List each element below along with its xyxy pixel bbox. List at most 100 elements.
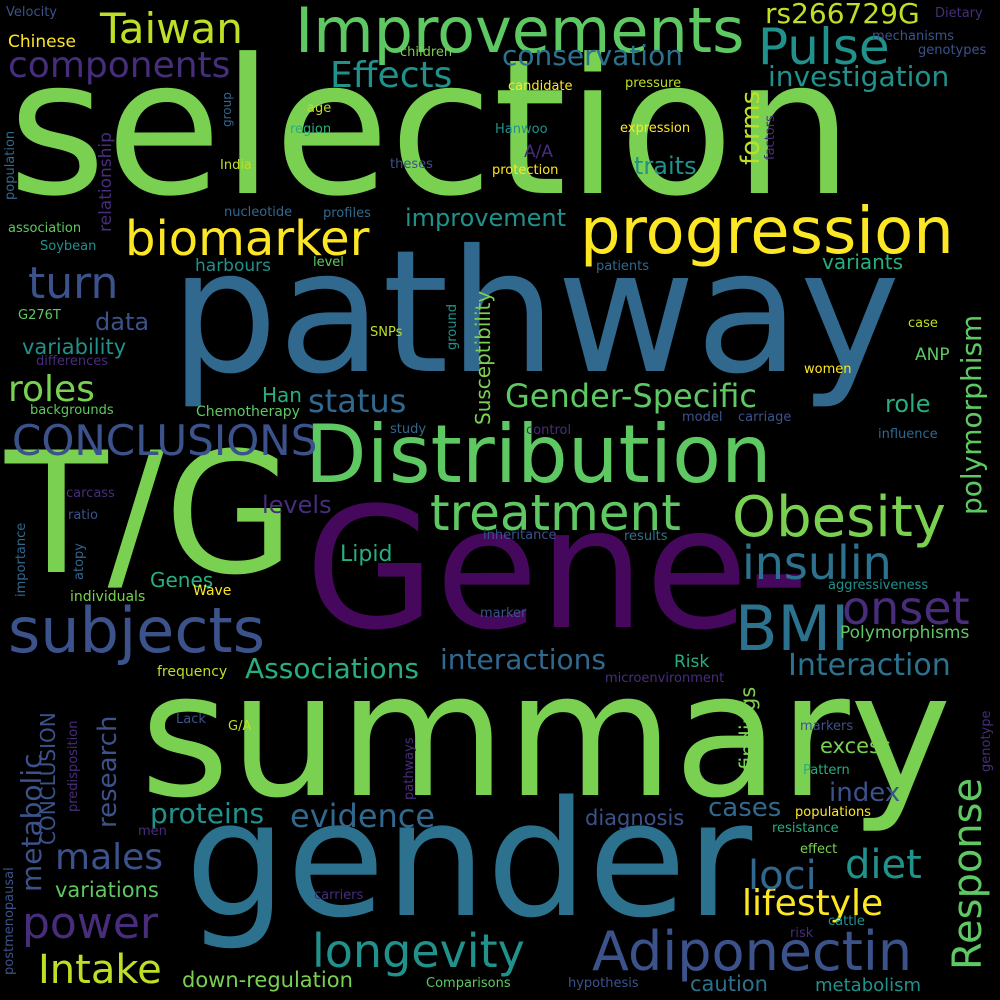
word: inheritance — [483, 528, 557, 543]
word: Genes — [150, 568, 214, 592]
word: G/A — [228, 719, 252, 734]
word: carriers — [314, 888, 364, 903]
word: power — [22, 898, 158, 949]
word: polymorphism — [955, 314, 988, 515]
word: Han — [262, 383, 302, 407]
word: results — [624, 529, 668, 544]
word: males — [55, 837, 164, 878]
word: India — [220, 158, 252, 173]
word: treatment — [430, 484, 681, 542]
word: cattle — [828, 914, 865, 929]
word: SNPs — [370, 325, 403, 340]
word: case — [908, 316, 938, 331]
word: evidence — [290, 797, 436, 835]
word: backgrounds — [30, 403, 114, 418]
word: pressure — [625, 76, 682, 91]
word: CONCLUSIONS — [12, 416, 318, 465]
word: hypothesis — [568, 976, 639, 991]
word: longevity — [312, 924, 525, 978]
word: improvement — [405, 204, 567, 232]
word: Response — [945, 777, 991, 970]
word: research — [93, 715, 123, 828]
word: Chemotherapy — [196, 404, 300, 420]
word: Chinese — [8, 32, 76, 52]
word: conservation — [502, 39, 683, 72]
word: marker — [480, 606, 527, 621]
word: nucleotide — [224, 205, 293, 220]
word: Interaction — [788, 648, 951, 683]
word: excess — [820, 734, 891, 758]
word: carcass — [66, 486, 115, 501]
word: region — [290, 122, 332, 137]
word: diet — [845, 842, 922, 888]
word: factors — [763, 115, 778, 160]
word: Adiponectin — [592, 920, 913, 983]
word: resistance — [772, 821, 839, 836]
word: Comparisons — [426, 976, 511, 991]
word: populations — [795, 805, 871, 820]
word: levels — [262, 491, 332, 519]
word: profiles — [323, 206, 371, 221]
word: expression — [620, 121, 691, 136]
word: importance — [14, 522, 29, 597]
word: postmenopausal — [2, 867, 17, 975]
word: ratio — [68, 508, 98, 523]
word: summary — [140, 635, 952, 836]
word: relationship — [96, 132, 116, 232]
word: index — [829, 778, 901, 808]
word: effect — [800, 842, 838, 857]
word: Improvements — [295, 0, 745, 67]
word: subjects — [8, 594, 266, 667]
word: Intake — [38, 947, 162, 993]
word: harbours — [195, 256, 271, 276]
word: turn — [28, 258, 119, 309]
word: association — [8, 221, 82, 236]
word: mechanisms — [872, 29, 955, 44]
word: genotypes — [918, 43, 987, 58]
word: selection — [8, 19, 853, 238]
word: candidate — [508, 79, 573, 94]
word: Susceptibility — [471, 290, 495, 425]
word: predisposition — [66, 720, 81, 812]
word: T/G — [5, 416, 295, 612]
word: atopy — [72, 543, 87, 580]
word: aggressiveness — [828, 578, 929, 593]
word: loci — [748, 853, 817, 899]
word: Lipid — [340, 542, 393, 567]
word: variations — [55, 878, 159, 902]
word: influence — [878, 427, 938, 442]
word: pathway — [170, 214, 901, 412]
word: women — [804, 362, 852, 377]
word: metabolism — [815, 975, 922, 996]
word: protection — [492, 163, 559, 178]
word: frequency — [157, 664, 228, 680]
word: Distribution — [305, 408, 772, 501]
word: markers — [800, 719, 854, 734]
word: Hanwoo — [495, 122, 548, 137]
word: Pattern — [803, 763, 850, 778]
word: gender — [185, 766, 753, 953]
word: variability — [22, 335, 127, 359]
word: men — [138, 824, 167, 839]
word: G276T — [18, 308, 61, 323]
word: forms — [736, 90, 766, 165]
word: findings — [736, 686, 760, 770]
word: Effects — [330, 55, 453, 96]
word: Obesity — [732, 485, 946, 550]
word: proteins — [150, 797, 265, 830]
word: progression — [580, 195, 954, 269]
word: Dietary — [935, 6, 983, 21]
word: ground — [445, 304, 460, 350]
word: individuals — [70, 589, 146, 605]
word: Polymorphisms — [840, 623, 970, 643]
word: components — [8, 45, 231, 86]
word: caution — [690, 972, 768, 996]
word: Lack — [176, 712, 206, 727]
word: carriage — [738, 410, 792, 425]
word: variants — [822, 250, 904, 274]
word: ANP — [915, 345, 950, 365]
word: Gene- — [305, 471, 809, 667]
word: onset — [842, 581, 970, 635]
word: population — [3, 130, 18, 200]
